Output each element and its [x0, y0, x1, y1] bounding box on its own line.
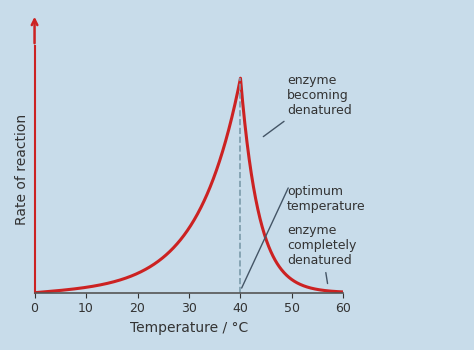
Text: enzyme
completely
denatured: enzyme completely denatured	[287, 224, 356, 284]
Text: optimum
temperature: optimum temperature	[287, 186, 365, 214]
Y-axis label: Rate of reaction: Rate of reaction	[15, 114, 29, 225]
Text: enzyme
becoming
denatured: enzyme becoming denatured	[263, 74, 352, 136]
X-axis label: Temperature / °C: Temperature / °C	[130, 321, 248, 335]
